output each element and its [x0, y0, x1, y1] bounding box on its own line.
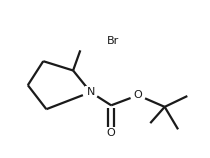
- Text: Br: Br: [107, 36, 119, 46]
- Text: N: N: [86, 87, 95, 97]
- Text: O: O: [134, 90, 142, 100]
- Text: O: O: [107, 128, 116, 138]
